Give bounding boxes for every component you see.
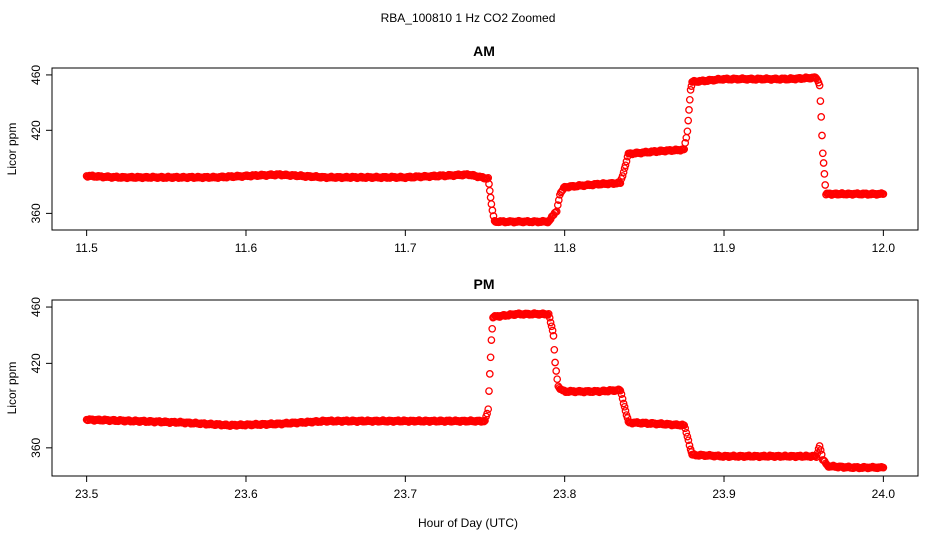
am-data-point: [681, 139, 690, 147]
pm-x-tick-label: 23.6: [234, 487, 258, 501]
pm-data-point: [487, 336, 496, 344]
pm-x-tick-label: 23.8: [553, 487, 577, 501]
pm-data-point: [681, 424, 690, 433]
pm-x-tick-label: 23.9: [712, 487, 736, 501]
am-data-point: [818, 131, 826, 140]
am-data-point: [554, 196, 563, 204]
am-data-point: [686, 86, 695, 94]
pm-y-tick-label: 360: [29, 438, 43, 458]
figure-title: RBA_100810 1 Hz CO2 Zoomed: [381, 11, 556, 25]
pm-data-point: [618, 394, 627, 403]
am-data-point: [819, 159, 828, 167]
pm-x-tick-label: 23.5: [75, 487, 99, 501]
pm-plot-frame: [51, 299, 919, 477]
pm-data-point: [546, 318, 555, 327]
am-data-point: [684, 116, 693, 125]
pm-data-point: [485, 370, 494, 378]
pm-data-point: [616, 386, 625, 395]
pm-y-tick-label: 420: [29, 353, 43, 373]
pm-data-point: [550, 345, 559, 354]
pm-data-point: [619, 399, 628, 408]
pm-data-point: [549, 332, 558, 340]
am-panel: AM Licor ppm 11.5 11.6 11.7 11.8 11.9 12.0 360…: [5, 43, 919, 255]
am-data-point: [616, 179, 625, 188]
x-axis-label: Hour of Day (UTC): [418, 516, 518, 530]
am-data-point: [821, 181, 830, 189]
am-data-point: [483, 174, 492, 183]
am-x-tick-label: 11.7: [394, 241, 417, 255]
am-data-point: [619, 168, 628, 177]
pm-data-point: [551, 358, 559, 367]
pm-data-point: [620, 402, 629, 411]
am-data-point: [621, 161, 630, 170]
am-y-axis-label: Licor ppm: [5, 123, 19, 176]
am-x-tick-label: 11.9: [713, 241, 736, 255]
pm-data-point: [486, 353, 495, 362]
pm-x-tick-label: 23.7: [394, 487, 418, 501]
pm-data-point: [879, 463, 888, 472]
am-data-point: [816, 97, 825, 105]
pm-data-point: [488, 324, 497, 333]
pm-data-point: [553, 375, 562, 384]
am-x-tick-label: 11.8: [553, 241, 576, 255]
am-data-point: [812, 74, 821, 83]
pm-data-point: [548, 326, 557, 335]
am-y-tick-label: 360: [29, 203, 43, 223]
am-x-tick-label: 12.0: [872, 241, 896, 255]
am-panel-title: AM: [473, 43, 495, 59]
am-plot-frame: [51, 67, 919, 231]
am-data-point: [485, 186, 494, 195]
am-data-point: [622, 157, 631, 166]
pm-panel-title: PM: [474, 276, 495, 292]
am-data-point: [817, 113, 826, 121]
am-x-tick-label: 11.6: [235, 241, 258, 255]
pm-data-point: [683, 432, 692, 441]
pm-data-point: [685, 441, 694, 450]
pm-data-point: [545, 313, 554, 322]
pm-data-point: [552, 367, 561, 375]
pm-x-tick-label: 24.0: [872, 487, 896, 501]
pm-data-point: [481, 416, 489, 425]
pm-data-point: [544, 310, 553, 318]
am-data-point: [683, 127, 692, 136]
am-data-point: [486, 193, 495, 202]
am-data-point: [818, 149, 827, 158]
pm-data-point: [816, 446, 825, 454]
pm-data-point: [617, 390, 626, 398]
am-x-tick-label: 11.5: [75, 241, 98, 255]
pm-data-point: [483, 409, 491, 418]
am-data-point: [685, 95, 694, 104]
pm-data-point: [621, 407, 630, 415]
am-y-tick-label: 420: [29, 120, 43, 140]
pm-data-point: [485, 387, 493, 395]
am-data-point: [553, 201, 562, 209]
am-data-point: [685, 106, 693, 114]
am-data-point: [487, 200, 496, 208]
am-data-point: [879, 190, 888, 198]
pm-data-point: [615, 385, 624, 394]
pm-data-point: [484, 405, 493, 414]
am-data-point: [618, 172, 627, 180]
am-y-tick-label: 460: [29, 65, 43, 85]
pm-data-point: [684, 436, 693, 445]
pm-panel: PM Licor ppm 23.5 23.6 23.7 23.8 23.9 24.0 360…: [5, 276, 919, 501]
pm-y-tick-label: 460: [29, 297, 43, 317]
pm-data-points: [82, 309, 888, 473]
pm-y-axis-label: Licor ppm: [5, 362, 19, 415]
pm-data-point: [547, 322, 556, 331]
pm-data-point: [815, 442, 824, 450]
am-data-point: [815, 81, 824, 90]
am-data-points: [82, 73, 888, 227]
pm-data-point: [682, 428, 691, 437]
am-data-point: [820, 170, 829, 178]
